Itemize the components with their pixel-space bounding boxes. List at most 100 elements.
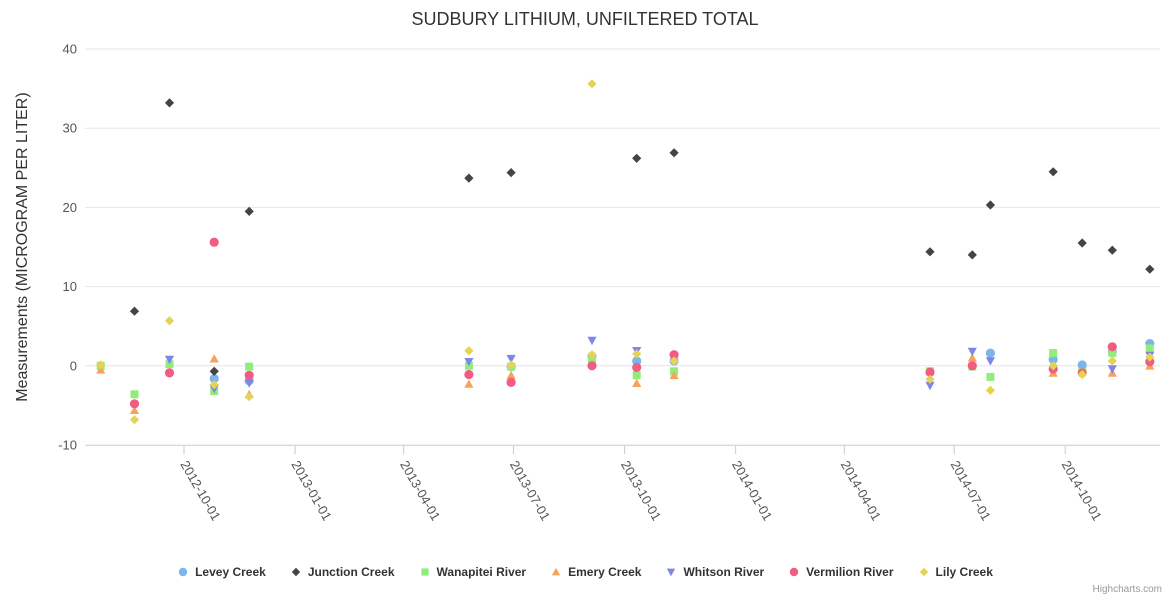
data-point[interactable] <box>669 356 679 366</box>
data-point[interactable] <box>129 306 140 316</box>
highcharts-credit-link[interactable]: Highcharts.com <box>1093 584 1162 595</box>
y-axis-title: Measurements (MICROGRAM PER LITER) <box>14 92 31 401</box>
series-vermilion-river <box>129 237 1155 409</box>
data-point[interactable] <box>588 356 596 365</box>
legend-item-lily-creek[interactable]: Lily Creek <box>918 565 993 579</box>
series-junction-creek <box>129 98 1155 376</box>
data-point[interactable] <box>164 316 175 326</box>
data-point[interactable] <box>506 360 516 370</box>
x-tick-label: 2014-01-01 <box>729 458 775 523</box>
data-point[interactable] <box>1107 365 1117 374</box>
data-point[interactable] <box>1048 354 1058 365</box>
diamond-marker-icon <box>291 567 301 577</box>
series-wanapitei-river <box>96 344 1154 399</box>
data-point[interactable] <box>632 356 642 366</box>
data-point[interactable] <box>464 369 474 380</box>
data-point[interactable] <box>129 405 140 414</box>
data-point[interactable] <box>632 362 642 372</box>
data-point[interactable] <box>506 370 516 380</box>
legend-item-wanapitei-river[interactable]: Wanapitei River <box>419 565 527 579</box>
x-tick-label: 2013-07-01 <box>507 458 553 523</box>
data-point[interactable] <box>165 360 174 369</box>
data-point[interactable] <box>464 358 474 367</box>
data-point[interactable] <box>967 353 977 362</box>
data-point[interactable] <box>129 415 140 425</box>
grid-layer <box>85 48 1160 446</box>
x-tick-label: 2014-04-01 <box>838 458 884 523</box>
data-point[interactable] <box>244 370 254 380</box>
data-point[interactable] <box>669 148 679 158</box>
data-point[interactable] <box>244 206 254 216</box>
data-point[interactable] <box>1145 264 1155 274</box>
data-point[interactable] <box>506 377 516 387</box>
data-point[interactable] <box>1048 167 1058 177</box>
data-point[interactable] <box>244 392 254 402</box>
legend-item-levey-creek[interactable]: Levey Creek <box>177 565 266 579</box>
data-point[interactable] <box>925 374 935 384</box>
data-point[interactable] <box>244 379 254 388</box>
data-point[interactable] <box>985 385 995 395</box>
data-point[interactable] <box>925 247 935 257</box>
legend-item-whitson-river[interactable]: Whitson River <box>665 565 764 579</box>
data-point[interactable] <box>164 98 175 108</box>
data-point[interactable] <box>464 173 474 183</box>
data-point[interactable] <box>985 348 995 358</box>
legend-item-emery-creek[interactable]: Emery Creek <box>550 565 641 579</box>
data-point[interactable] <box>632 349 642 359</box>
circle-marker-icon <box>789 567 799 577</box>
data-point[interactable] <box>1077 360 1087 370</box>
data-point[interactable] <box>506 168 516 178</box>
data-point[interactable] <box>587 361 597 371</box>
data-point[interactable] <box>967 361 977 371</box>
data-point[interactable] <box>632 371 641 380</box>
data-point[interactable] <box>209 237 219 247</box>
series-emery-creek <box>96 353 1155 414</box>
data-point[interactable] <box>1107 245 1117 255</box>
legend-item-vermilion-river[interactable]: Vermilion River <box>788 565 894 579</box>
y-tick-label: 10 <box>63 279 77 294</box>
data-point[interactable] <box>985 200 995 210</box>
data-point[interactable] <box>967 250 977 260</box>
data-point[interactable] <box>587 79 597 89</box>
data-point[interactable] <box>1049 349 1058 358</box>
data-point[interactable] <box>209 380 219 390</box>
data-point[interactable] <box>967 347 977 357</box>
data-point[interactable] <box>464 346 474 356</box>
x-tick-label: 2013-04-01 <box>397 458 443 523</box>
data-point[interactable] <box>925 381 935 391</box>
data-point[interactable] <box>164 355 175 365</box>
y-tick-label: 30 <box>63 121 77 136</box>
data-point[interactable] <box>986 372 995 381</box>
data-point[interactable] <box>129 399 140 409</box>
data-point[interactable] <box>245 362 254 371</box>
circle-marker-icon <box>178 567 188 577</box>
data-point[interactable] <box>1077 238 1087 248</box>
data-point[interactable] <box>632 153 642 163</box>
data-point[interactable] <box>209 354 219 363</box>
data-point[interactable] <box>209 366 219 376</box>
data-point[interactable] <box>1108 349 1117 358</box>
legend-label: Wanapitei River <box>436 565 527 579</box>
data-point[interactable] <box>587 336 597 346</box>
y-tick-label: 40 <box>63 42 77 57</box>
data-point[interactable] <box>669 350 679 360</box>
data-point[interactable] <box>506 354 516 364</box>
data-point[interactable] <box>96 360 106 370</box>
data-point[interactable] <box>1145 357 1155 367</box>
data-point[interactable] <box>669 370 679 380</box>
data-point[interactable] <box>1107 342 1117 352</box>
data-point[interactable] <box>1145 344 1154 353</box>
data-point[interactable] <box>464 379 474 388</box>
y-tick-label: 20 <box>63 200 77 215</box>
data-point[interactable] <box>164 368 175 378</box>
data-point[interactable] <box>130 390 139 399</box>
data-point[interactable] <box>587 350 597 360</box>
data-point[interactable] <box>925 367 935 377</box>
data-point[interactable] <box>209 373 219 384</box>
legend-item-junction-creek[interactable]: Junction Creek <box>290 565 395 579</box>
data-point[interactable] <box>632 378 642 387</box>
data-point[interactable] <box>985 357 995 366</box>
data-point[interactable] <box>1107 356 1117 366</box>
series-lily-creek <box>96 79 1155 425</box>
